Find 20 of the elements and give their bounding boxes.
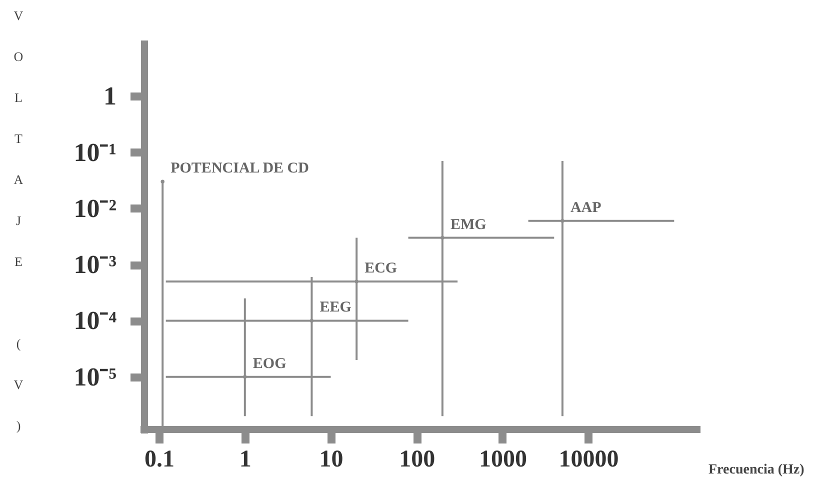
y-tick-label: 10⁻⁵ (74, 362, 117, 392)
x-tick-label: 100 (399, 446, 436, 472)
x-tick-label: 1 (239, 446, 252, 472)
series-label: AAP (570, 200, 602, 216)
y-tick-label: 10⁻³ (74, 250, 117, 280)
series-label: ECG (364, 260, 398, 276)
series-label: EEG (320, 300, 352, 316)
x-tick-label: 10000 (558, 446, 619, 472)
x-tick-label: 1000 (478, 446, 527, 472)
x-tick-label: 10 (319, 446, 344, 472)
y-tick-label: 1 (104, 82, 116, 111)
x-axis-title: Frecuencia (Hz) (708, 462, 805, 478)
y-tick-label: 10⁻¹ (74, 138, 116, 167)
y-tick-label: 10⁻⁴ (74, 306, 117, 336)
x-tick-label: 0.1 (144, 446, 175, 472)
y-axis-title: VOLTAJE (V) (10, 8, 26, 459)
y-tick-label: 10⁻² (74, 194, 117, 223)
series-label: EOG (252, 356, 287, 372)
series-label: POTENCIAL DE CD (170, 160, 310, 177)
series-label: EMG (450, 216, 487, 233)
